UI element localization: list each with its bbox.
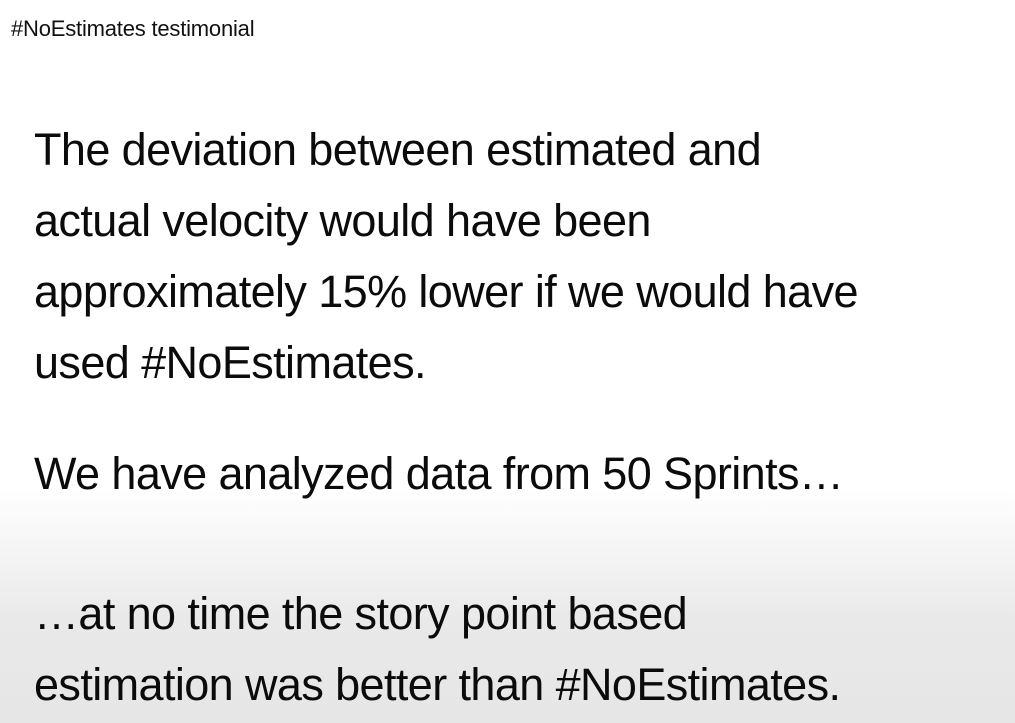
paragraph-line: used #NoEstimates. — [34, 337, 427, 388]
paragraph-line: approximately 15% lower if we would have — [34, 266, 859, 317]
slide-title: #NoEstimates testimonial — [11, 16, 255, 41]
paragraph-analyzed-data: We have analyzed data from 50 Sprints… — [34, 438, 844, 509]
paragraph-line: estimation was better than #NoEstimates. — [34, 659, 841, 710]
paragraph-deviation: The deviation between estimated and actu… — [34, 114, 859, 398]
paragraph-line: We have analyzed data from 50 Sprints… — [34, 448, 844, 499]
paragraph-line: …at no time the story point based — [34, 588, 688, 639]
paragraph-line: The deviation between estimated and — [34, 124, 762, 175]
paragraph-line: actual velocity would have been — [34, 195, 651, 246]
paragraph-conclusion: …at no time the story point based estima… — [34, 578, 841, 720]
